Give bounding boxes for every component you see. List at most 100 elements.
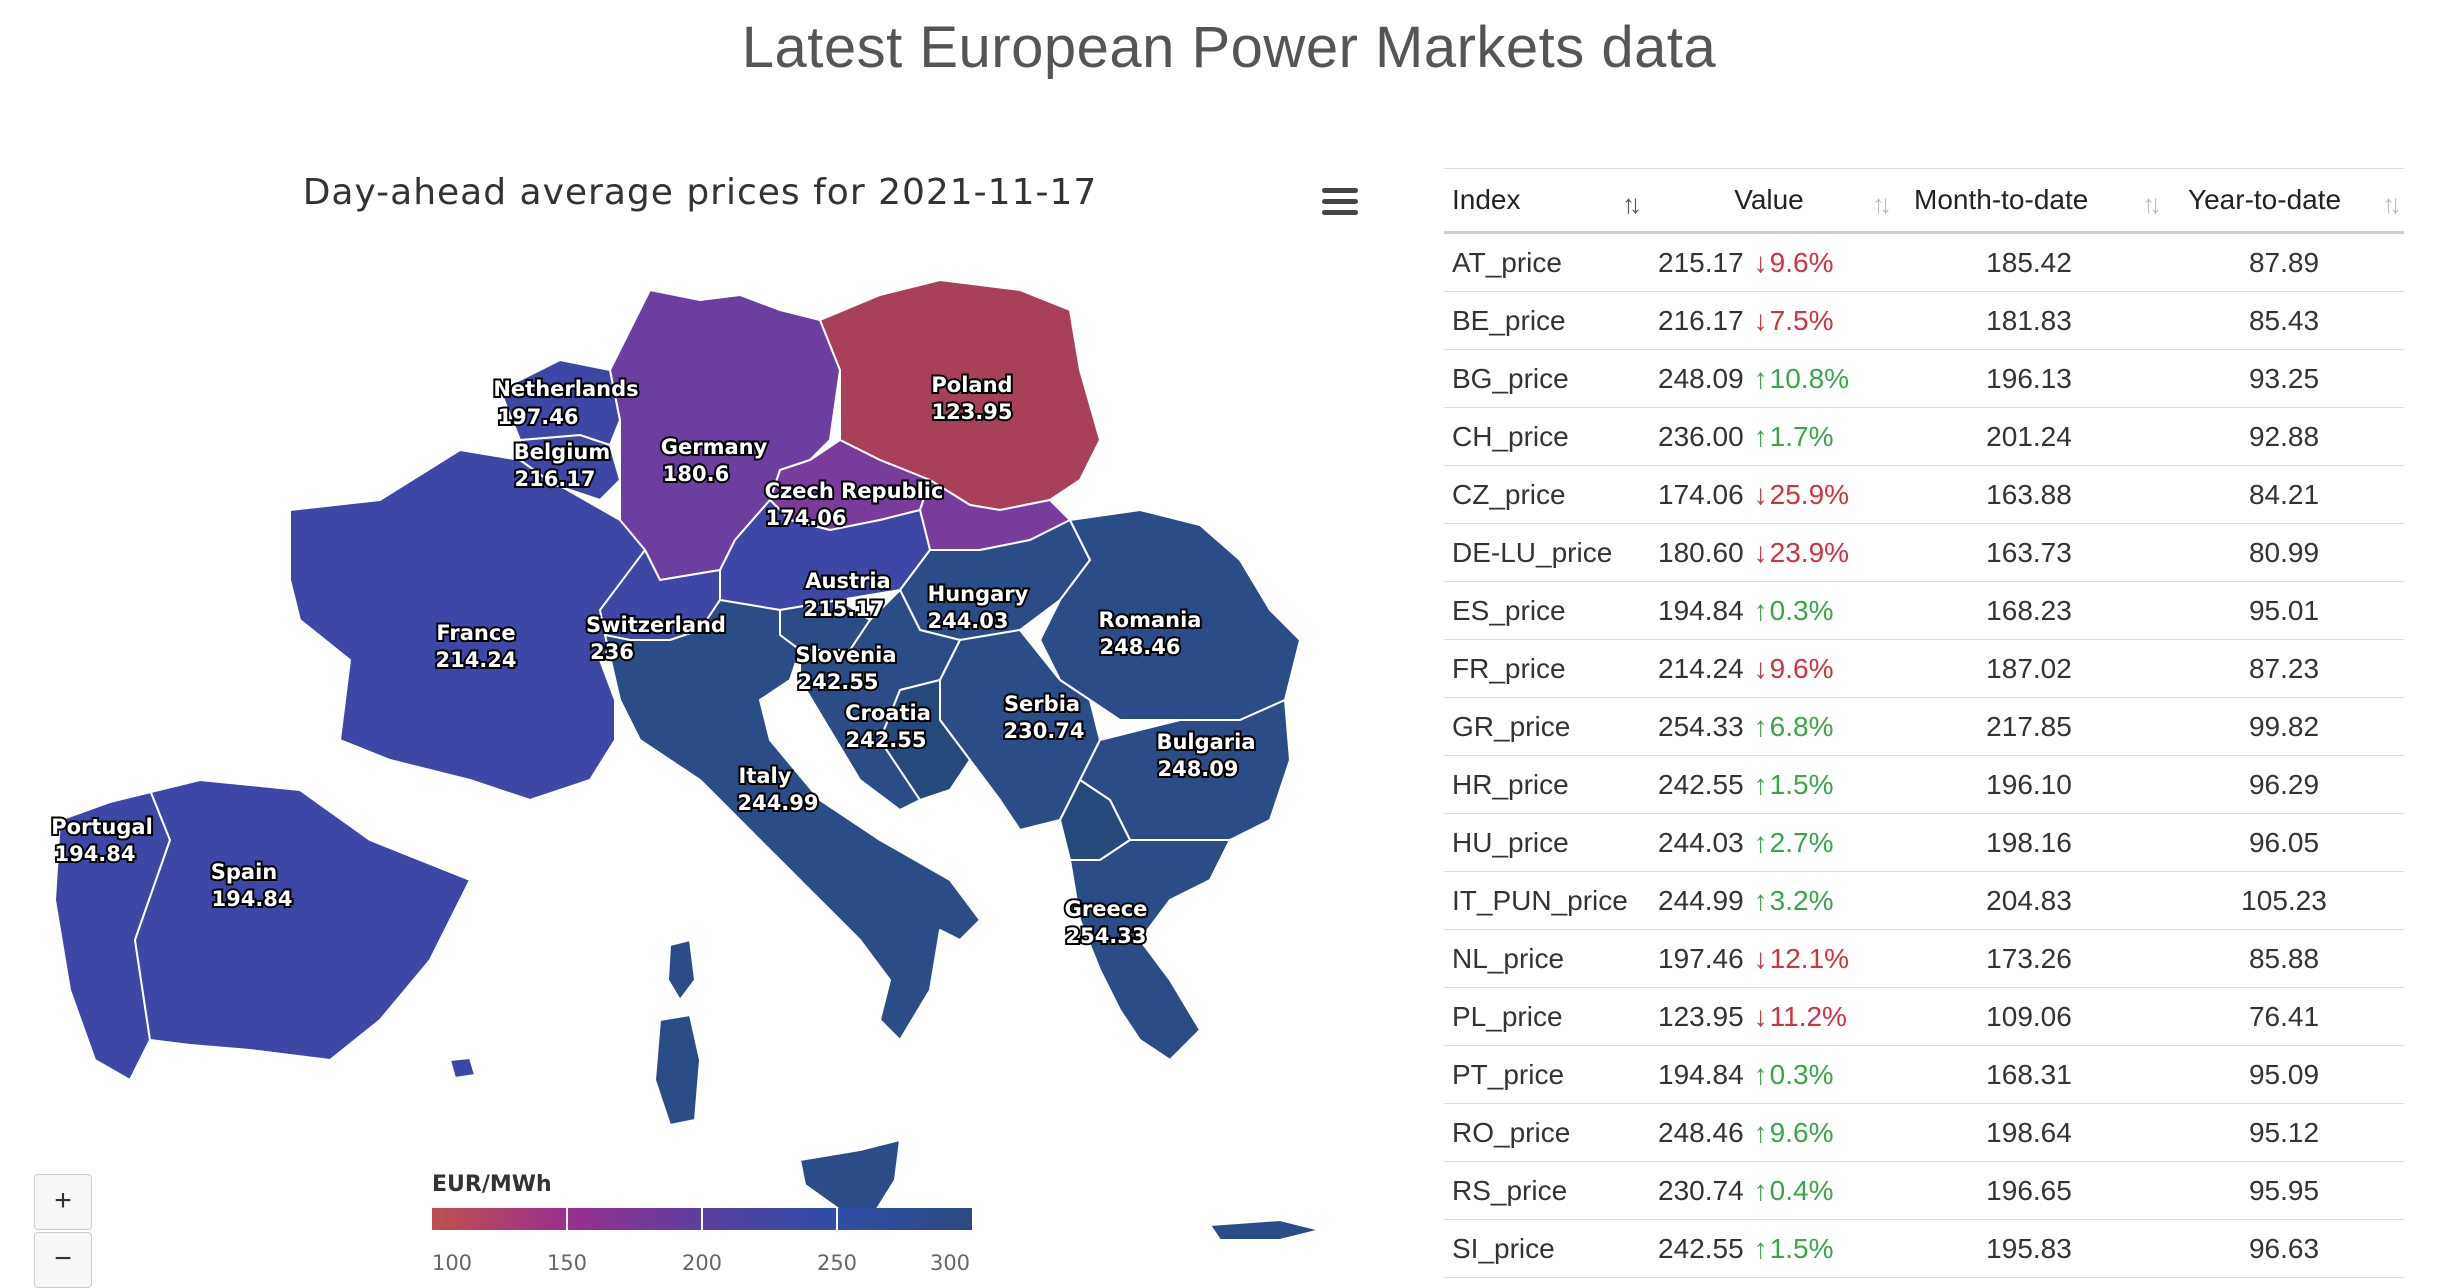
cell-year-to-date: 93.25 [2164, 349, 2404, 408]
cell-month-to-date: 173.26 [1894, 929, 2164, 988]
table-row: NL_price 197.46 ↓12.1% 173.26 85.88 [1444, 929, 2404, 988]
arrow-up-icon: ↑ [1753, 362, 1768, 394]
cell-value: 214.24 ↓9.6% [1644, 639, 1894, 698]
zoom-out-button[interactable]: − [34, 1232, 92, 1288]
header-month-to-date[interactable]: Month-to-date ↑↓ [1894, 168, 2164, 234]
page-title: Latest European Power Markets data [741, 15, 1717, 80]
cell-index: HU_price [1444, 813, 1644, 872]
cell-value: 248.46 ↑9.6% [1644, 1103, 1894, 1162]
cell-value: 248.09 ↑10.8% [1644, 349, 1894, 408]
cell-year-to-date: 95.95 [2164, 1161, 2404, 1220]
cell-month-to-date: 163.73 [1894, 523, 2164, 582]
country-bosnia[interactable] [879, 679, 971, 801]
arrow-up-icon: ↑ [1753, 826, 1768, 858]
cell-change-percent: 12.1% [1769, 942, 1850, 974]
legend-tick-2: 150 [547, 1251, 587, 1275]
header-value[interactable]: Value ↑↓ [1644, 168, 1894, 234]
arrow-up-icon: ↑ [1753, 1058, 1768, 1090]
country-italy[interactable] [604, 599, 981, 1041]
island-crete[interactable] [1209, 1219, 1321, 1241]
cell-value-number: 123.95 [1658, 1000, 1744, 1032]
label-value-netherlands: 197.46 [497, 405, 578, 429]
cell-change-percent: 2.7% [1769, 826, 1834, 858]
cell-value: 254.33 ↑6.8% [1644, 697, 1894, 756]
cell-value: 242.55 ↑1.5% [1644, 755, 1894, 814]
cell-change-percent: 7.5% [1769, 304, 1834, 336]
label-value-belgium: 216.17 [514, 467, 595, 491]
label-value-hungary: 244.03 [927, 609, 1008, 633]
sort-arrows-icon[interactable]: ↑↓ [1622, 189, 1642, 219]
sort-arrows-icon[interactable]: ↑↓ [1872, 189, 1892, 219]
cell-year-to-date: 87.23 [2164, 639, 2404, 698]
zoom-in-button[interactable]: + [34, 1174, 92, 1230]
cell-change-percent: 1.5% [1769, 768, 1834, 800]
label-name-germany: Germany [661, 435, 768, 459]
cell-change: ↓7.5% [1754, 305, 1834, 336]
cell-change: ↑2.7% [1754, 827, 1834, 858]
country-spain[interactable] [109, 779, 471, 1061]
label-value-italy: 244.99 [737, 791, 818, 815]
cell-index: RS_price [1444, 1161, 1644, 1220]
arrow-up-icon: ↑ [1753, 594, 1768, 626]
label-value-slovenia: 242.55 [797, 670, 878, 694]
header-index[interactable]: Index ↑↓ [1444, 168, 1644, 234]
island-sicily[interactable] [799, 1139, 901, 1221]
cell-year-to-date: 96.29 [2164, 755, 2404, 814]
header-year-to-date[interactable]: Year-to-date ↑↓ [2164, 168, 2404, 234]
sort-arrows-icon[interactable]: ↑↓ [2382, 189, 2402, 219]
arrow-down-icon: ↓ [1753, 246, 1768, 278]
cell-index: CZ_price [1444, 465, 1644, 524]
cell-month-to-date: 196.10 [1894, 755, 2164, 814]
label-value-greece: 254.33 [1065, 924, 1146, 948]
cell-change: ↑3.2% [1754, 885, 1834, 916]
cell-change: ↑0.3% [1754, 1059, 1834, 1090]
country-netherlands[interactable] [499, 359, 621, 446]
cell-change-percent: 1.7% [1769, 420, 1834, 452]
cell-value-number: 254.33 [1658, 710, 1744, 742]
country-greece[interactable] [1069, 839, 1231, 1061]
cell-year-to-date: 87.89 [2164, 232, 2404, 292]
label-value-croatia: 242.55 [845, 728, 926, 752]
table-row: ES_price 194.84 ↑0.3% 168.23 95.01 [1444, 581, 2404, 640]
label-name-romania: Romania [1099, 608, 1202, 632]
cell-change: ↓9.6% [1754, 247, 1834, 278]
cell-month-to-date: 198.64 [1894, 1103, 2164, 1162]
europe-map[interactable]: Netherlands 197.46 Belgium 216.17 German… [0, 140, 1400, 1284]
cell-year-to-date: 84.21 [2164, 465, 2404, 524]
label-value-spain: 194.84 [211, 887, 292, 911]
cell-year-to-date: 85.88 [2164, 929, 2404, 988]
label-name-serbia: Serbia [1004, 692, 1080, 716]
island-corsica[interactable] [667, 939, 696, 1001]
arrow-up-icon: ↑ [1753, 1232, 1768, 1264]
map-labels: Netherlands 197.46 Belgium 216.17 German… [49, 371, 1257, 950]
sort-arrows-icon[interactable]: ↑↓ [2142, 189, 2162, 219]
cell-index: DE-LU_price [1444, 523, 1644, 582]
island-sardinia[interactable] [654, 1014, 701, 1126]
cell-index: PT_price [1444, 1045, 1644, 1104]
table-row: PT_price 194.84 ↑0.3% 168.31 95.09 [1444, 1045, 2404, 1104]
cell-value: 236.00 ↑1.7% [1644, 407, 1894, 466]
cell-change: ↑10.8% [1754, 363, 1849, 394]
cell-change: ↑0.3% [1754, 595, 1834, 626]
arrow-up-icon: ↑ [1753, 884, 1768, 916]
island-mallorca[interactable] [449, 1057, 476, 1079]
table-row: BG_price 248.09 ↑10.8% 196.13 93.25 [1444, 349, 2404, 408]
hamburger-menu-icon[interactable] [1322, 188, 1358, 218]
cell-year-to-date: 95.09 [2164, 1045, 2404, 1104]
label-name-hungary: Hungary [928, 582, 1029, 606]
cell-year-to-date: 80.99 [2164, 523, 2404, 582]
table-row: GR_price 254.33 ↑6.8% 217.85 99.82 [1444, 697, 2404, 756]
table-row: SI_price 242.55 ↑1.5% 195.83 96.63 [1444, 1219, 2404, 1278]
label-name-greece: Greece [1065, 897, 1148, 921]
label-value-portugal: 194.84 [54, 842, 135, 866]
cell-month-to-date: 201.24 [1894, 407, 2164, 466]
cell-month-to-date: 217.85 [1894, 697, 2164, 756]
cell-change: ↑0.4% [1754, 1175, 1834, 1206]
legend-tick-3: 200 [682, 1251, 722, 1275]
label-name-slovenia: Slovenia [795, 643, 896, 667]
legend-tick-5: 300 [930, 1251, 970, 1275]
cell-value-number: 230.74 [1658, 1174, 1744, 1206]
table-row: BE_price 216.17 ↓7.5% 181.83 85.43 [1444, 291, 2404, 350]
cell-index: GR_price [1444, 697, 1644, 756]
cell-value-number: 174.06 [1658, 478, 1744, 510]
